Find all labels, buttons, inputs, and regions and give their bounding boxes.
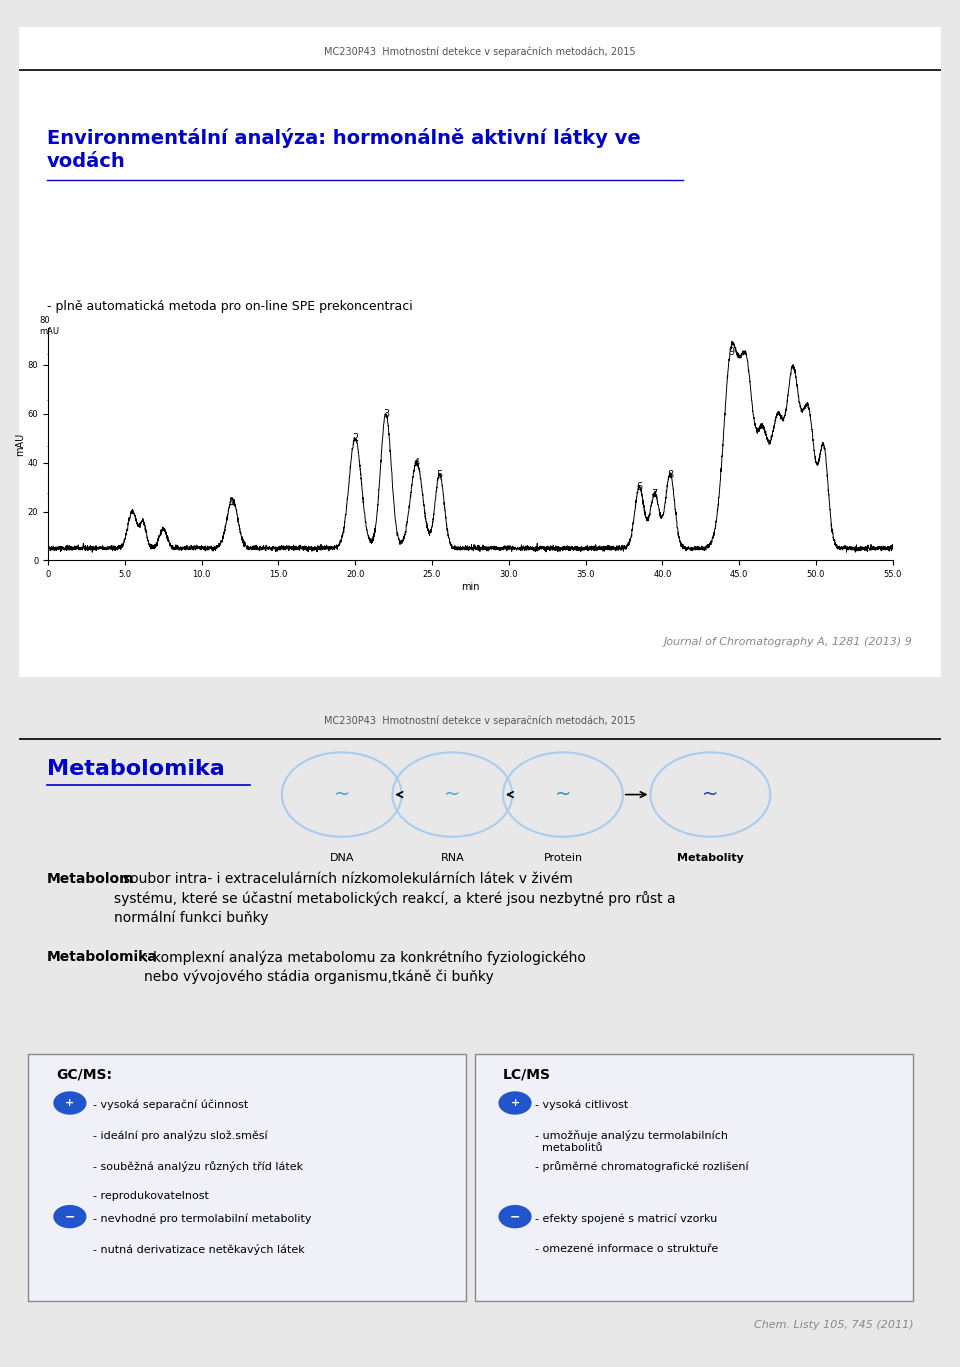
Circle shape [54, 1204, 86, 1229]
Text: Chem. Listy 105, 745 (2011): Chem. Listy 105, 745 (2011) [754, 1321, 913, 1330]
Text: 4: 4 [414, 458, 420, 468]
X-axis label: min: min [461, 582, 480, 592]
Text: - omezené informace o struktuře: - omezené informace o struktuře [536, 1244, 718, 1254]
Text: - limity detekce  0.1 -2.5 ng/L. The: - limity detekce 0.1 -2.5 ng/L. The [47, 440, 263, 454]
Text: - MRM v negativním módu pro estrogeny, v positivním pro androgeny: - MRM v negativním módu pro estrogeny, v… [47, 394, 482, 406]
FancyBboxPatch shape [19, 27, 941, 677]
Text: 9: 9 [729, 347, 734, 357]
Text: Journal of Chromatography A, 1281 (2013) 9: Journal of Chromatography A, 1281 (2013)… [664, 637, 913, 648]
Text: - plně automatická metoda pro on-line SPE prekoncentraci: - plně automatická metoda pro on-line SP… [47, 299, 413, 313]
Text: LC/MS: LC/MS [503, 1068, 551, 1081]
Text: : komplexní analýza metabolomu za konkrétního fyziologického
nebo vývojového stá: : komplexní analýza metabolomu za konkré… [144, 950, 586, 984]
Text: +: + [511, 1098, 519, 1109]
Text: - vysoká citlivost: - vysoká citlivost [536, 1099, 629, 1110]
Text: −: − [510, 1210, 520, 1223]
Text: +: + [65, 1098, 75, 1109]
Text: Metabolomika: Metabolomika [47, 950, 157, 964]
Text: Metabolomika: Metabolomika [47, 759, 225, 779]
Text: - vysoká separační účinnost: - vysoká separační účinnost [93, 1099, 249, 1110]
Text: 1: 1 [229, 496, 235, 507]
Text: Metabolity: Metabolity [677, 853, 744, 863]
Text: 3: 3 [383, 409, 389, 418]
Y-axis label: mAU: mAU [14, 432, 25, 457]
FancyBboxPatch shape [475, 1054, 913, 1301]
Text: - reprodukovatelnost: - reprodukovatelnost [93, 1191, 209, 1202]
Text: - umožňuje analýzu termolabilních
  metabolitů: - umožňuje analýzu termolabilních metabo… [536, 1131, 729, 1152]
Text: 2: 2 [352, 433, 358, 443]
Text: 6: 6 [636, 483, 642, 492]
Text: ~: ~ [444, 785, 461, 804]
Text: Protein: Protein [543, 853, 583, 863]
Text: −: − [64, 1210, 75, 1223]
Text: 7: 7 [652, 489, 658, 499]
Text: Environmentální analýza: hormonálně aktivní látky ve
vodách: Environmentální analýza: hormonálně akti… [47, 128, 640, 171]
Text: MC230P43  Hmotnostní detekce v separačních metodách, 2015: MC230P43 Hmotnostní detekce v separačníc… [324, 716, 636, 726]
Text: Metabolom: Metabolom [47, 872, 134, 886]
Text: 5: 5 [437, 470, 443, 480]
Text: DNA: DNA [329, 853, 354, 863]
Text: MC230P43  Hmotnostní detekce v separačních metodách, 2015: MC230P43 Hmotnostní detekce v separačníc… [324, 46, 636, 56]
Text: RNA: RNA [441, 853, 465, 863]
Text: 8: 8 [667, 470, 673, 480]
FancyBboxPatch shape [29, 1054, 467, 1301]
Text: - ideální pro analýzu slož.směsí: - ideální pro analýzu slož.směsí [93, 1131, 268, 1141]
Text: ~: ~ [555, 785, 571, 804]
Circle shape [498, 1204, 532, 1229]
Text: 80
mAU: 80 mAU [39, 316, 60, 336]
Text: : soubor intra- i extracelulárních nízkomolekulárních látek v živém
systému, kte: : soubor intra- i extracelulárních nízko… [114, 872, 676, 925]
Text: ~: ~ [702, 785, 719, 804]
Text: - kvantifikace 5 estrogenů a 4 androgenů ve vodách: - kvantifikace 5 estrogenů a 4 androgenů… [47, 347, 374, 361]
Circle shape [54, 1091, 86, 1114]
Text: - průměrné chromatografické rozlišení: - průměrné chromatografické rozlišení [536, 1161, 749, 1172]
Text: - souběžná analýzu různých tříd látek: - souběžná analýzu různých tříd látek [93, 1161, 303, 1172]
Text: - nutná derivatizace netěkavých látek: - nutná derivatizace netěkavých látek [93, 1244, 304, 1255]
Text: - poměrně nízké výtěžnosti pro androgeny 32% - 60%: - poměrně nízké výtěžnosti pro androgeny… [47, 487, 383, 500]
Circle shape [498, 1091, 532, 1114]
Text: - nevhodné pro termolabilní metabolity: - nevhodné pro termolabilní metabolity [93, 1214, 311, 1223]
Text: ~: ~ [333, 785, 350, 804]
Text: GC/MS:: GC/MS: [56, 1068, 112, 1081]
Text: - efekty spojené s matricí vzorku: - efekty spojené s matricí vzorku [536, 1214, 717, 1223]
